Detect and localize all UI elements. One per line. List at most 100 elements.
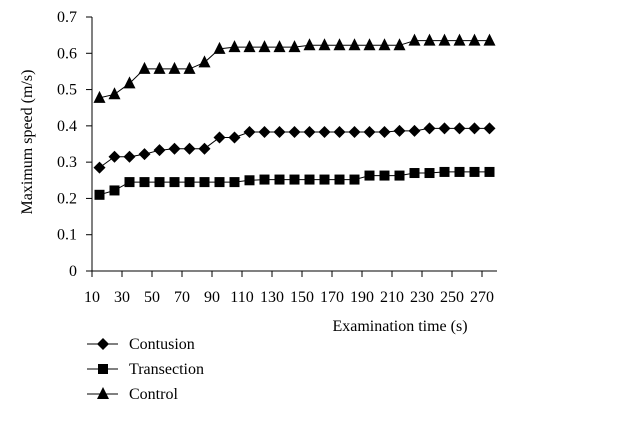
data-point-control [258,40,271,53]
data-point-transection [244,175,255,186]
data-point-transection [124,177,135,188]
legend-item-contusion: Contusion [87,336,195,353]
x-tick-label: 270 [470,289,494,306]
x-tick-label: 130 [260,289,284,306]
data-point-contusion [228,131,241,144]
x-tick-label: 50 [144,289,160,306]
data-point-transection [409,168,420,179]
data-point-control [453,33,466,46]
series-group [93,33,496,200]
data-point-contusion [468,122,481,135]
data-point-transection [139,177,150,188]
data-point-control [123,76,136,89]
data-point-control [318,38,331,51]
y-tick-label: 0.2 [57,190,77,207]
x-tick-label: 190 [350,289,374,306]
data-point-control [108,87,121,100]
data-point-contusion [243,126,256,139]
data-point-contusion [348,126,361,139]
data-point-transection [289,174,300,185]
data-point-control [228,40,241,53]
x-tick-label: 150 [290,289,314,306]
data-point-contusion [258,126,271,139]
x-tick-label: 70 [174,289,190,306]
data-point-control [303,38,316,51]
x-tick-label: 230 [410,289,434,306]
data-point-transection [454,166,465,177]
data-point-transection [214,177,225,188]
data-point-contusion [333,126,346,139]
y-tick-label: 0.5 [57,82,77,99]
data-point-control [468,33,481,46]
x-axis-ticks: 10 30 50 70 90 110 130 150 170 190 210 230 250 270 [84,271,494,306]
y-tick-label: 0.4 [57,118,77,135]
data-point-control [348,38,361,51]
data-point-control [138,61,151,74]
data-point-contusion [318,126,331,139]
data-point-transection [379,170,390,181]
x-axis-title: Examination time (s) [332,318,467,335]
series-transection [94,166,495,200]
data-point-contusion [363,126,376,139]
data-point-control [153,61,166,74]
data-point-control [423,33,436,46]
data-point-contusion [138,148,151,161]
series-control [93,33,496,103]
data-point-contusion [273,126,286,139]
y-tick-label: 0.3 [57,154,77,171]
x-tick-label: 170 [320,289,344,306]
data-point-contusion [93,161,106,174]
data-point-control [288,40,301,53]
data-point-contusion [198,142,211,155]
data-point-contusion [378,126,391,139]
data-point-control [438,33,451,46]
data-point-control [183,61,196,74]
data-point-transection [319,174,330,185]
legend-item-transection: Transection [87,361,204,378]
x-tick-label: 30 [114,289,130,306]
legend-marker-transection [98,364,108,374]
data-point-contusion [423,122,436,135]
data-point-control [408,33,421,46]
data-point-transection [424,168,435,179]
legend-marker-contusion [97,338,109,350]
data-point-transection [304,174,315,185]
data-point-transection [184,177,195,188]
legend-item-control: Control [87,386,178,403]
x-tick-label: 110 [230,289,253,306]
data-point-contusion [213,131,226,144]
data-point-transection [334,174,345,185]
data-point-transection [484,166,495,177]
data-point-control [363,38,376,51]
x-tick-label: 210 [380,289,404,306]
data-point-contusion [153,144,166,157]
data-point-transection [199,177,210,188]
data-point-transection [229,177,240,188]
data-point-control [393,38,406,51]
x-tick-label: 10 [84,289,100,306]
data-point-control [243,40,256,53]
data-point-control [168,61,181,74]
data-point-control [483,33,496,46]
data-point-transection [109,185,120,196]
data-point-contusion [288,126,301,139]
legend-label-contusion: Contusion [129,336,195,353]
data-point-control [93,90,106,103]
y-tick-label: 0 [69,263,77,280]
data-point-transection [349,174,360,185]
axes [91,17,497,272]
y-axis-title: Maximum speed (m/s) [19,70,36,215]
y-tick-label: 0.7 [57,9,77,26]
data-point-transection [154,177,165,188]
legend-marker-control [97,387,109,399]
x-tick-label: 90 [204,289,220,306]
data-point-transection [94,189,105,200]
data-point-contusion [483,122,496,135]
data-point-contusion [108,150,121,163]
y-axis-ticks: 0 0.1 0.2 0.3 0.4 0.5 0.6 0.7 [57,9,92,280]
legend-label-control: Control [129,386,178,403]
data-point-control [273,40,286,53]
data-point-transection [439,166,450,177]
data-point-control [333,38,346,51]
